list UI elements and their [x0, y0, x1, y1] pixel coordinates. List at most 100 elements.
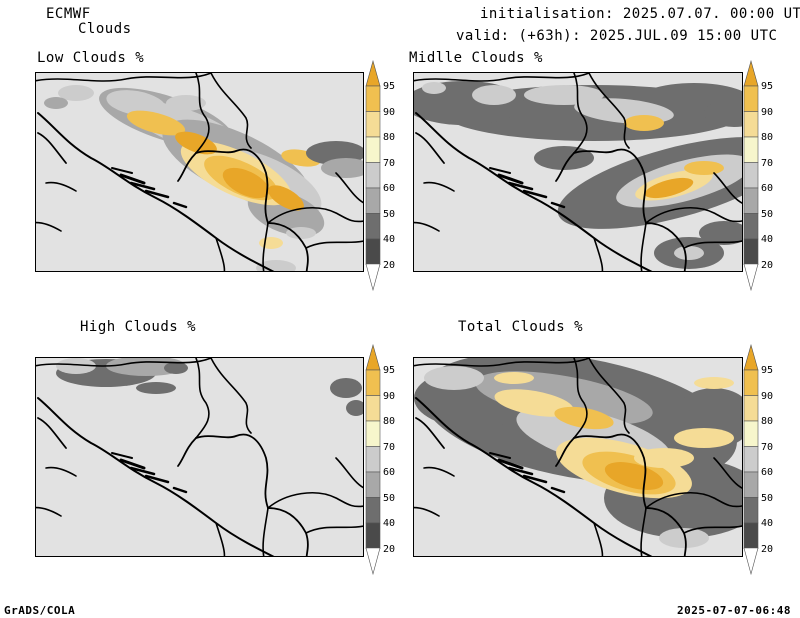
colorbar-level-label: 70	[383, 441, 396, 453]
cloud-field	[36, 358, 363, 556]
coastline	[423, 181, 455, 192]
colorbar-segment	[743, 420, 759, 447]
country-border	[195, 433, 269, 509]
island	[497, 458, 524, 470]
grads-credit: GrADS/COLA	[4, 604, 76, 617]
colorbar-level-label: 20	[761, 543, 774, 555]
valid-time: valid: (+63h): 2025.JUL.09 15:00 UTC	[456, 28, 778, 44]
colorbar-segment	[365, 420, 381, 447]
country-border	[555, 152, 575, 182]
country-border	[262, 222, 269, 271]
coastline	[37, 417, 67, 449]
cloud-field	[414, 358, 742, 556]
country-border	[36, 358, 212, 367]
colorbar-graphic	[743, 343, 759, 576]
cloud-area	[286, 227, 316, 239]
colorbar-segment	[743, 213, 759, 240]
colorbar-segment	[365, 446, 381, 473]
island	[550, 486, 566, 494]
low-clouds-map	[35, 72, 364, 272]
country-border	[305, 525, 363, 534]
cloud-area	[554, 406, 614, 430]
island	[489, 452, 511, 459]
colorbar-level-label: 95	[383, 81, 396, 92]
colorbar-segment	[365, 136, 381, 163]
country-border	[588, 358, 630, 434]
total-clouds-map	[413, 357, 743, 557]
colorbar-level-label: 95	[761, 365, 774, 376]
colorbar-level-label: 40	[383, 518, 396, 529]
country-border	[305, 240, 363, 249]
cloud-area	[346, 400, 363, 416]
cloud-area	[674, 428, 734, 448]
cloud-area	[644, 177, 694, 199]
colorbar-level-label: 60	[761, 467, 774, 478]
colorbar-segment	[365, 85, 381, 112]
island	[489, 167, 511, 174]
colorbar-arrow-bottom	[365, 547, 381, 576]
cloud-area	[684, 161, 724, 175]
country-border	[267, 207, 363, 224]
country-border	[573, 148, 647, 224]
country-border	[713, 172, 742, 204]
coastline	[45, 181, 77, 192]
colorbar-level-label: 20	[761, 259, 774, 271]
colorbar-level-label: 70	[761, 157, 774, 169]
colorbar-segment	[365, 111, 381, 138]
colorbar-level-label: 40	[761, 234, 774, 245]
colorbar-level-label: 95	[761, 81, 774, 92]
cloud-area	[126, 110, 186, 136]
cloud-area	[56, 358, 96, 374]
colorbar-arrow-bottom	[365, 263, 381, 292]
colorbar-segment	[743, 111, 759, 138]
colorbar-segment	[743, 85, 759, 112]
island	[497, 173, 524, 185]
cloud-field	[36, 73, 363, 271]
country-border	[414, 358, 590, 367]
coastline	[37, 112, 275, 271]
colorbar-level-label: 60	[383, 183, 396, 194]
cloud-area	[175, 131, 217, 155]
colorbar-graphic	[743, 59, 759, 292]
island	[119, 458, 146, 470]
colorbar-level-label: 50	[383, 208, 396, 220]
country-border	[573, 73, 588, 154]
coastline	[414, 506, 440, 517]
country-border	[555, 437, 575, 467]
colorbar-arrow-top	[365, 59, 381, 87]
cloud-area	[475, 371, 653, 425]
coastline	[415, 112, 653, 271]
low-clouds-colorbar: 95 90 80 70 60 50 40 20	[365, 59, 395, 296]
colorbar-arrow-bottom	[743, 263, 759, 292]
middle-clouds-colorbar: 95 90 80 70 60 50 40 20	[743, 59, 773, 296]
coastline	[36, 221, 62, 232]
coastline	[415, 132, 445, 164]
cloud-area	[634, 448, 694, 468]
country-border	[215, 237, 226, 271]
colorbar-segment	[365, 213, 381, 240]
island	[144, 474, 170, 484]
coastline	[423, 466, 455, 477]
cloud-area	[321, 158, 363, 178]
high-clouds-map	[35, 357, 364, 557]
cloud-field	[414, 73, 742, 271]
colorbar-level-label: 90	[761, 106, 774, 118]
country-border	[645, 492, 742, 509]
country-border	[683, 240, 742, 249]
country-border	[215, 522, 226, 556]
colorbar-level-label: 90	[761, 390, 774, 402]
colorbar-level-label: 40	[383, 234, 396, 245]
colorbar-level-label: 50	[383, 492, 396, 504]
colorbar-segment	[365, 395, 381, 422]
island	[119, 173, 146, 185]
island	[522, 474, 548, 484]
cloud-area	[704, 99, 742, 127]
country-border	[195, 73, 210, 154]
colorbar-segment	[743, 187, 759, 214]
coastline	[415, 397, 653, 556]
init-time: initialisation: 2025.07.07. 00:00 UTC	[480, 6, 800, 22]
cloud-area	[166, 95, 206, 111]
colorbar-segment	[743, 522, 759, 549]
colorbar-graphic	[365, 59, 381, 292]
cloud-area	[624, 115, 664, 131]
